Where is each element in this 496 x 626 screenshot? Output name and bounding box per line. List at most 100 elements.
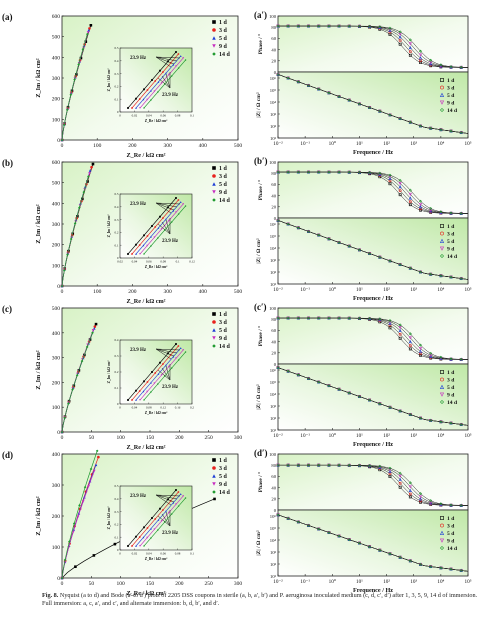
data-point (418, 416, 423, 420)
data-point (459, 211, 463, 215)
data-point (84, 40, 88, 43)
data-point (71, 388, 74, 391)
data-point (398, 555, 402, 559)
data-point (357, 316, 361, 320)
data-point (160, 228, 163, 230)
data-point (459, 65, 463, 69)
annotation-arrow (155, 202, 172, 214)
x-tick-label: 0 (61, 581, 64, 587)
data-point (76, 515, 80, 519)
data-point (135, 399, 137, 401)
data-point (276, 316, 280, 320)
data-point (368, 170, 372, 174)
data-point (156, 237, 159, 239)
data-point (357, 463, 361, 467)
data-point (276, 366, 280, 370)
data-point (429, 500, 433, 504)
data-point (327, 316, 331, 320)
data-point (212, 190, 216, 194)
data-point (378, 548, 382, 552)
data-point (347, 24, 351, 28)
inset-x-label: Z_Re / kΩ cm² (145, 557, 168, 561)
inset-x-tick-label: 0.02 (132, 114, 138, 118)
inset-y-tick-label: 0.4 (115, 205, 119, 209)
inset-y-tick-label: 0.5 (115, 46, 119, 50)
phase-axis-label: Phase / ° (257, 326, 264, 347)
legend-label: 1 d (447, 370, 455, 376)
data-point (150, 527, 152, 530)
y-tick-label: 600 (52, 160, 61, 166)
inset-x-tick-label: 0 (119, 406, 121, 410)
data-point (63, 269, 66, 272)
y-tick-label: 10⁴ (270, 538, 277, 543)
y-tick-label: 300 (52, 76, 61, 82)
data-point (286, 170, 290, 174)
data-point (88, 479, 92, 483)
data-point (408, 559, 412, 563)
inset-y-tick-label: 0.3 (115, 72, 119, 76)
inset-x-tick-label: 0.1 (176, 260, 180, 264)
inset-y-tick-label: 0.1 (115, 535, 119, 539)
legend-label: 14 d (219, 490, 231, 496)
data-point (135, 243, 137, 246)
data-point (418, 199, 423, 203)
phase-axis-label: Phase / ° (257, 472, 264, 493)
data-point (418, 49, 423, 53)
inset-y-tick-label: 0 (117, 256, 119, 260)
x-axis-label: Z_Re / kΩ cm² (127, 298, 166, 305)
data-point (131, 253, 133, 255)
data-point (276, 170, 280, 174)
data-point (163, 375, 166, 377)
data-point (73, 222, 77, 225)
y-tick-label: 20 (271, 497, 276, 502)
inset-y-tick-label: 0 (117, 402, 119, 406)
data-point (82, 190, 86, 194)
data-point (184, 205, 187, 207)
legend-label: 1 d (219, 166, 228, 172)
data-point (296, 170, 300, 174)
data-point (459, 503, 463, 507)
legend-label: 14 d (447, 546, 458, 552)
modulus-frame (277, 71, 469, 139)
x-axis-label: Z_Re / kΩ cm² (127, 152, 166, 159)
data-point (150, 537, 152, 539)
inset-x-tick-label: 0.06 (146, 260, 152, 264)
y-tick-label: 10⁶ (270, 222, 277, 227)
annotation-arrow (155, 202, 178, 208)
legend-label: 5 d (219, 182, 228, 188)
data-point (175, 65, 177, 68)
data-point (398, 474, 402, 478)
data-point (439, 420, 443, 424)
annotation-arrow (165, 511, 171, 527)
data-point (440, 370, 444, 374)
data-point (408, 340, 412, 344)
data-point (418, 270, 423, 274)
data-point (398, 481, 402, 485)
data-point (398, 336, 402, 340)
y-tick-label: 200 (52, 97, 61, 103)
data-point (296, 316, 300, 320)
data-point (418, 56, 423, 60)
x-tick-label: 10¹ (356, 141, 363, 147)
data-point (296, 520, 300, 524)
x-tick-label: 0 (61, 143, 64, 149)
y-tick-label: 0 (274, 216, 277, 221)
data-point (93, 325, 97, 328)
data-point (378, 402, 382, 406)
data-point (127, 399, 129, 401)
y-tick-label: 10² (270, 270, 277, 275)
data-point (150, 99, 152, 101)
x-tick-label: 200 (175, 435, 184, 441)
y-tick-label: 10⁶ (270, 368, 277, 373)
data-point (449, 275, 453, 279)
annotation-arrow (155, 56, 172, 68)
data-point (135, 253, 137, 255)
data-point (459, 131, 463, 135)
data-point (398, 38, 402, 42)
data-point (408, 413, 412, 417)
data-point (153, 236, 156, 239)
y-tick-label: 10³ (270, 550, 277, 555)
legend-label: 1 d (219, 458, 228, 464)
data-point (398, 185, 402, 189)
x-tick-label: 150 (146, 435, 155, 441)
